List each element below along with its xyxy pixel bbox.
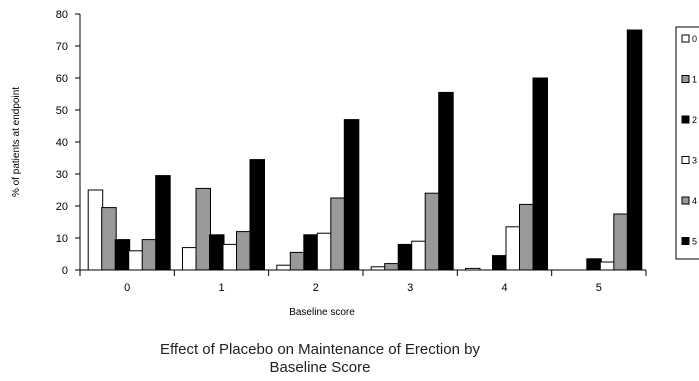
legend-label-1: 1 (692, 75, 697, 85)
bar-series-3-cat-1 (222, 243, 238, 271)
legend-label-4: 4 (692, 196, 697, 206)
legend: 0 1 2 3 4 5 (675, 26, 699, 260)
x-tick-label: 1 (218, 282, 224, 294)
legend-label-5: 5 (692, 237, 697, 247)
bar-series-2-cat-0 (114, 239, 131, 271)
legend-swatch-2 (681, 115, 690, 124)
bar-series-1-cat-3 (384, 263, 400, 271)
bar-series-1-cat-0 (101, 207, 117, 271)
bar-series-5-cat-3 (438, 91, 454, 271)
legend-swatch-0 (681, 34, 690, 43)
bar-series-3-cat-0 (128, 250, 144, 271)
bar-series-3-cat-3 (411, 240, 427, 271)
plot-area (87, 29, 643, 271)
x-axis: 0 1 2 3 4 5 (79, 269, 647, 294)
y-tick-label: 0 (62, 265, 68, 277)
y-tick-label: 40 (56, 137, 68, 149)
x-tick-label: 0 (124, 282, 130, 294)
bar-series-4-cat-2 (330, 197, 346, 271)
x-tick-label: 5 (596, 282, 602, 294)
bar-series-3-cat-5 (599, 261, 616, 271)
chart-caption-line-1: Effect of Placebo on Maintenance of Erec… (160, 341, 480, 358)
bar-series-4-cat-0 (141, 239, 158, 271)
legend-label-2: 2 (692, 115, 697, 125)
bar-series-4-cat-4 (519, 203, 535, 271)
bar-series-5-cat-2 (343, 119, 360, 271)
y-tick-label: 20 (56, 201, 68, 213)
bar-series-2-cat-3 (397, 243, 414, 271)
y-tick-label: 10 (56, 233, 68, 245)
legend-box (675, 26, 699, 260)
legend-swatch-3 (681, 156, 690, 164)
bar-series-1-cat-2 (289, 251, 306, 271)
legend-label-3: 3 (692, 156, 697, 166)
bar-series-4-cat-5 (613, 213, 629, 271)
y-tick-label: 50 (56, 105, 68, 117)
x-axis-label: Baseline score (289, 307, 355, 318)
bar-series-2-cat-2 (303, 234, 319, 271)
bar-series-3-cat-4 (505, 226, 521, 271)
bar-series-2-cat-5 (586, 258, 602, 271)
bar-series-1-cat-1 (195, 187, 211, 271)
bar-series-5-cat-4 (532, 77, 548, 271)
x-tick-label: 2 (313, 282, 319, 294)
legend-swatch-1 (681, 75, 690, 83)
legend-swatch-4 (681, 196, 690, 205)
bar-series-4-cat-3 (424, 192, 441, 271)
bar-series-0-cat-1 (182, 247, 198, 271)
bar-series-0-cat-0 (87, 189, 104, 271)
y-tick-label: 70 (56, 41, 68, 53)
bar-series-0-cat-2 (276, 264, 292, 271)
x-tick-label: 3 (407, 282, 413, 294)
chart-caption: Effect of Placebo on Maintenance of Erec… (0, 341, 640, 377)
bar-series-5-cat-1 (249, 159, 265, 271)
y-axis: 0 10 20 30 40 50 60 70 80 (56, 9, 81, 277)
bar-series-3-cat-2 (316, 232, 333, 271)
bar-series-5-cat-0 (155, 175, 171, 271)
x-tick-label: 4 (501, 282, 507, 294)
bar-series-4-cat-1 (236, 231, 252, 271)
legend-swatch-5 (681, 237, 690, 245)
y-tick-label: 30 (56, 169, 68, 181)
y-tick-label: 60 (56, 73, 68, 85)
y-tick-label: 80 (56, 9, 68, 21)
bar-series-2-cat-4 (492, 255, 508, 271)
bar-series-5-cat-5 (626, 29, 643, 271)
y-axis-label: % of patients at endpoint (11, 87, 22, 197)
bar-series-2-cat-1 (209, 234, 225, 271)
chart-caption-line-2: Baseline Score (269, 359, 371, 376)
legend-label-0: 0 (692, 34, 697, 44)
